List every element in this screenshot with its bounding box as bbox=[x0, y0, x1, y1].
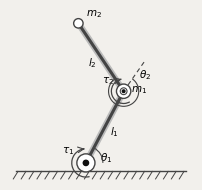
Text: $m_2$: $m_2$ bbox=[86, 8, 102, 20]
Circle shape bbox=[122, 90, 125, 93]
Text: $l_2$: $l_2$ bbox=[88, 56, 97, 70]
Text: $\theta_2$: $\theta_2$ bbox=[139, 68, 152, 82]
Circle shape bbox=[77, 154, 95, 172]
Text: $m_1$: $m_1$ bbox=[131, 84, 147, 96]
Text: $\theta_1$: $\theta_1$ bbox=[100, 151, 112, 165]
Circle shape bbox=[117, 84, 131, 98]
Circle shape bbox=[74, 19, 83, 28]
Text: $\tau_2$: $\tau_2$ bbox=[102, 75, 114, 87]
Circle shape bbox=[83, 160, 88, 165]
Text: $l_1$: $l_1$ bbox=[109, 125, 118, 139]
Circle shape bbox=[120, 88, 127, 95]
Text: $\tau_1$: $\tau_1$ bbox=[62, 145, 74, 157]
